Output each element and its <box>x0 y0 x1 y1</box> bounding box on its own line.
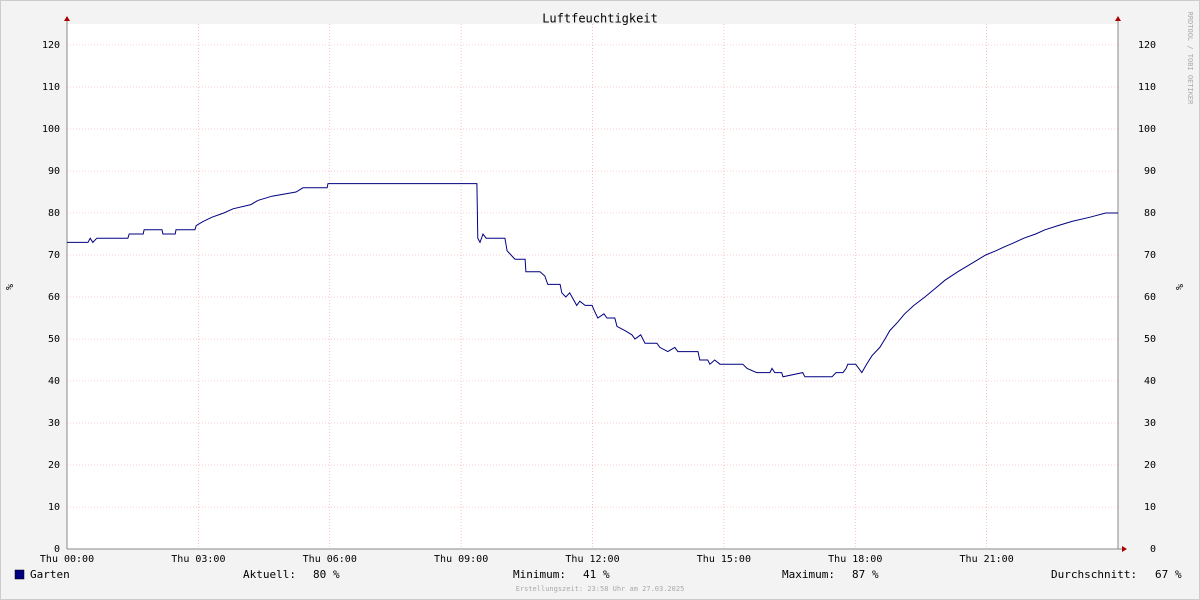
y2-tick-label: 70 <box>1144 250 1156 261</box>
stat-value: 87 <box>852 568 865 581</box>
stat-unit: % <box>1175 568 1182 581</box>
chart-title: Luftfeuchtigkeit <box>542 12 658 26</box>
legend-label: Garten <box>30 568 70 581</box>
axis-arrow <box>1122 546 1127 552</box>
y2-tick-label: 30 <box>1144 418 1156 429</box>
x-tick-label: Thu 00:00 <box>40 554 94 565</box>
stat-value: 80 <box>313 568 326 581</box>
stat-label: Aktuell: <box>243 568 296 581</box>
footer: Erstellungszeit: 23:58 Uhr am 27.03.2025 <box>516 585 685 593</box>
data-line <box>67 183 1118 378</box>
y2-tick-label: 0 <box>1150 544 1156 555</box>
y2-tick-label: 40 <box>1144 376 1156 387</box>
y-tick-label: 10 <box>48 502 60 513</box>
y2-tick-label: 50 <box>1144 334 1156 345</box>
y-tick-label: 100 <box>42 124 60 135</box>
y2-tick-label: 100 <box>1138 124 1156 135</box>
x-tick-label: Thu 06:00 <box>303 554 357 565</box>
y-tick-label: 30 <box>48 418 60 429</box>
y-tick-label: 40 <box>48 376 60 387</box>
y-axis-label: % <box>5 284 16 290</box>
stat-value: 67 <box>1155 568 1168 581</box>
stat-value: 41 <box>583 568 596 581</box>
y-tick-label: 0 <box>54 544 60 555</box>
y2-axis-label: % <box>1175 284 1186 290</box>
legend-swatch <box>14 569 25 580</box>
y-tick-label: 90 <box>48 166 60 177</box>
y-tick-label: 20 <box>48 460 60 471</box>
y-tick-label: 60 <box>48 292 60 303</box>
axis-arrow <box>64 16 70 21</box>
watermark: RRDTOOL / TOBI OETIKER <box>1186 12 1194 106</box>
axis-arrow <box>1115 16 1121 21</box>
stat-label: Maximum: <box>782 568 835 581</box>
y2-tick-label: 90 <box>1144 166 1156 177</box>
y2-tick-label: 20 <box>1144 460 1156 471</box>
x-tick-label: Thu 18:00 <box>828 554 882 565</box>
stat-label: Durchschnitt: <box>1051 568 1137 581</box>
x-tick-label: Thu 21:00 <box>960 554 1014 565</box>
y2-tick-label: 110 <box>1138 82 1156 93</box>
x-tick-label: Thu 12:00 <box>565 554 619 565</box>
y-tick-label: 50 <box>48 334 60 345</box>
x-tick-label: Thu 15:00 <box>697 554 751 565</box>
y-tick-label: 120 <box>42 40 60 51</box>
y2-tick-label: 60 <box>1144 292 1156 303</box>
y-tick-label: 110 <box>42 82 60 93</box>
y2-tick-label: 10 <box>1144 502 1156 513</box>
stat-unit: % <box>872 568 879 581</box>
stat-unit: % <box>333 568 340 581</box>
y2-tick-label: 120 <box>1138 40 1156 51</box>
y2-tick-label: 80 <box>1144 208 1156 219</box>
stat-unit: % <box>603 568 610 581</box>
x-tick-label: Thu 03:00 <box>171 554 225 565</box>
x-tick-label: Thu 09:00 <box>434 554 488 565</box>
y-tick-label: 70 <box>48 250 60 261</box>
stat-label: Minimum: <box>513 568 566 581</box>
y-tick-label: 80 <box>48 208 60 219</box>
